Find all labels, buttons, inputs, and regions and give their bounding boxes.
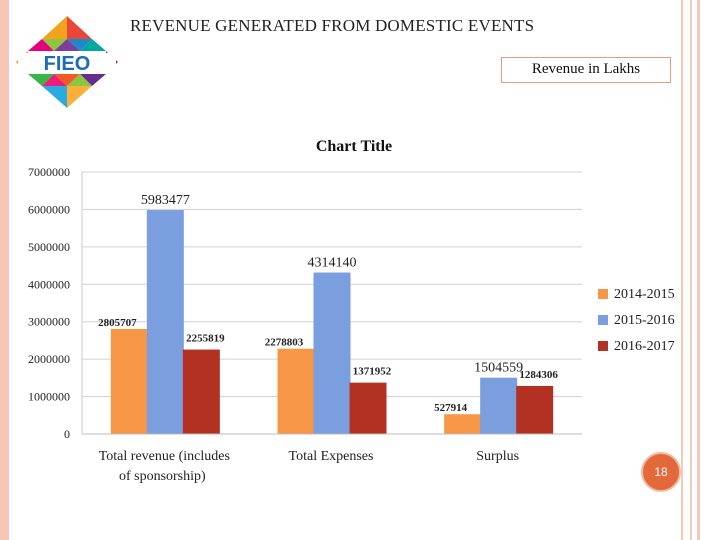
data-label: 1284306 [519, 369, 558, 381]
slide-frame-line [697, 0, 700, 540]
bar-chart: Chart Title 0 1000000 2000000 3000000 4000000… [28, 138, 675, 484]
y-tick-label: 5000000 [28, 240, 70, 254]
bar-2016-2017 [349, 382, 387, 434]
bar-2016-2017 [182, 349, 220, 434]
legend-swatch-2014-2015 [598, 289, 608, 299]
data-label: 2278803 [265, 337, 304, 349]
x-tick-label: Total revenue (includes [99, 449, 230, 464]
x-tick-label: of sponsorship) [119, 469, 206, 484]
legend-swatch-2015-2016 [598, 315, 608, 325]
y-tick-label: 3000000 [28, 315, 70, 329]
slide-title: REVENUE GENERATED FROM DOMESTIC EVENTS [130, 16, 535, 35]
legend-swatch-2016-2017 [598, 341, 608, 351]
y-tick-label: 0 [64, 427, 70, 441]
data-label: 1504559 [474, 361, 523, 376]
data-label: 2805707 [98, 317, 137, 329]
legend-label: 2016-2017 [614, 339, 675, 354]
legend-label: 2014-2015 [614, 287, 675, 302]
x-tick-label: Total Expenses [289, 449, 374, 464]
page-number: 18 [641, 452, 681, 492]
slide-frame-line [690, 0, 692, 540]
data-label: 5983477 [141, 193, 190, 208]
bar-2015-2016 [313, 272, 351, 434]
bar-2016-2017 [516, 385, 554, 434]
y-tick-label: 6000000 [28, 202, 70, 216]
data-label: 4314140 [308, 256, 357, 271]
bar-2014-2015 [444, 414, 482, 434]
slide-frame-left [0, 0, 9, 540]
y-tick-label: 7000000 [28, 165, 70, 179]
y-tick-label: 1000000 [28, 390, 70, 404]
bar-2015-2016 [146, 210, 184, 434]
fieo-logo: FIEO [16, 16, 118, 108]
slide-frame-line [681, 0, 683, 540]
unit-note: Revenue in Lakhs [501, 57, 671, 83]
x-tick-label: Surplus [476, 449, 519, 464]
bar-2014-2015 [277, 348, 315, 434]
legend-label: 2015-2016 [614, 313, 675, 328]
chart-title: Chart Title [316, 138, 392, 155]
y-tick-label: 2000000 [28, 352, 70, 366]
bar-2014-2015 [110, 328, 148, 434]
data-label: 2255819 [186, 333, 225, 345]
logo-text: FIEO [44, 53, 91, 75]
data-label: 1371952 [353, 366, 392, 378]
bar-2015-2016 [480, 377, 518, 434]
y-tick-label: 4000000 [28, 277, 70, 291]
data-label: 527914 [434, 402, 468, 414]
